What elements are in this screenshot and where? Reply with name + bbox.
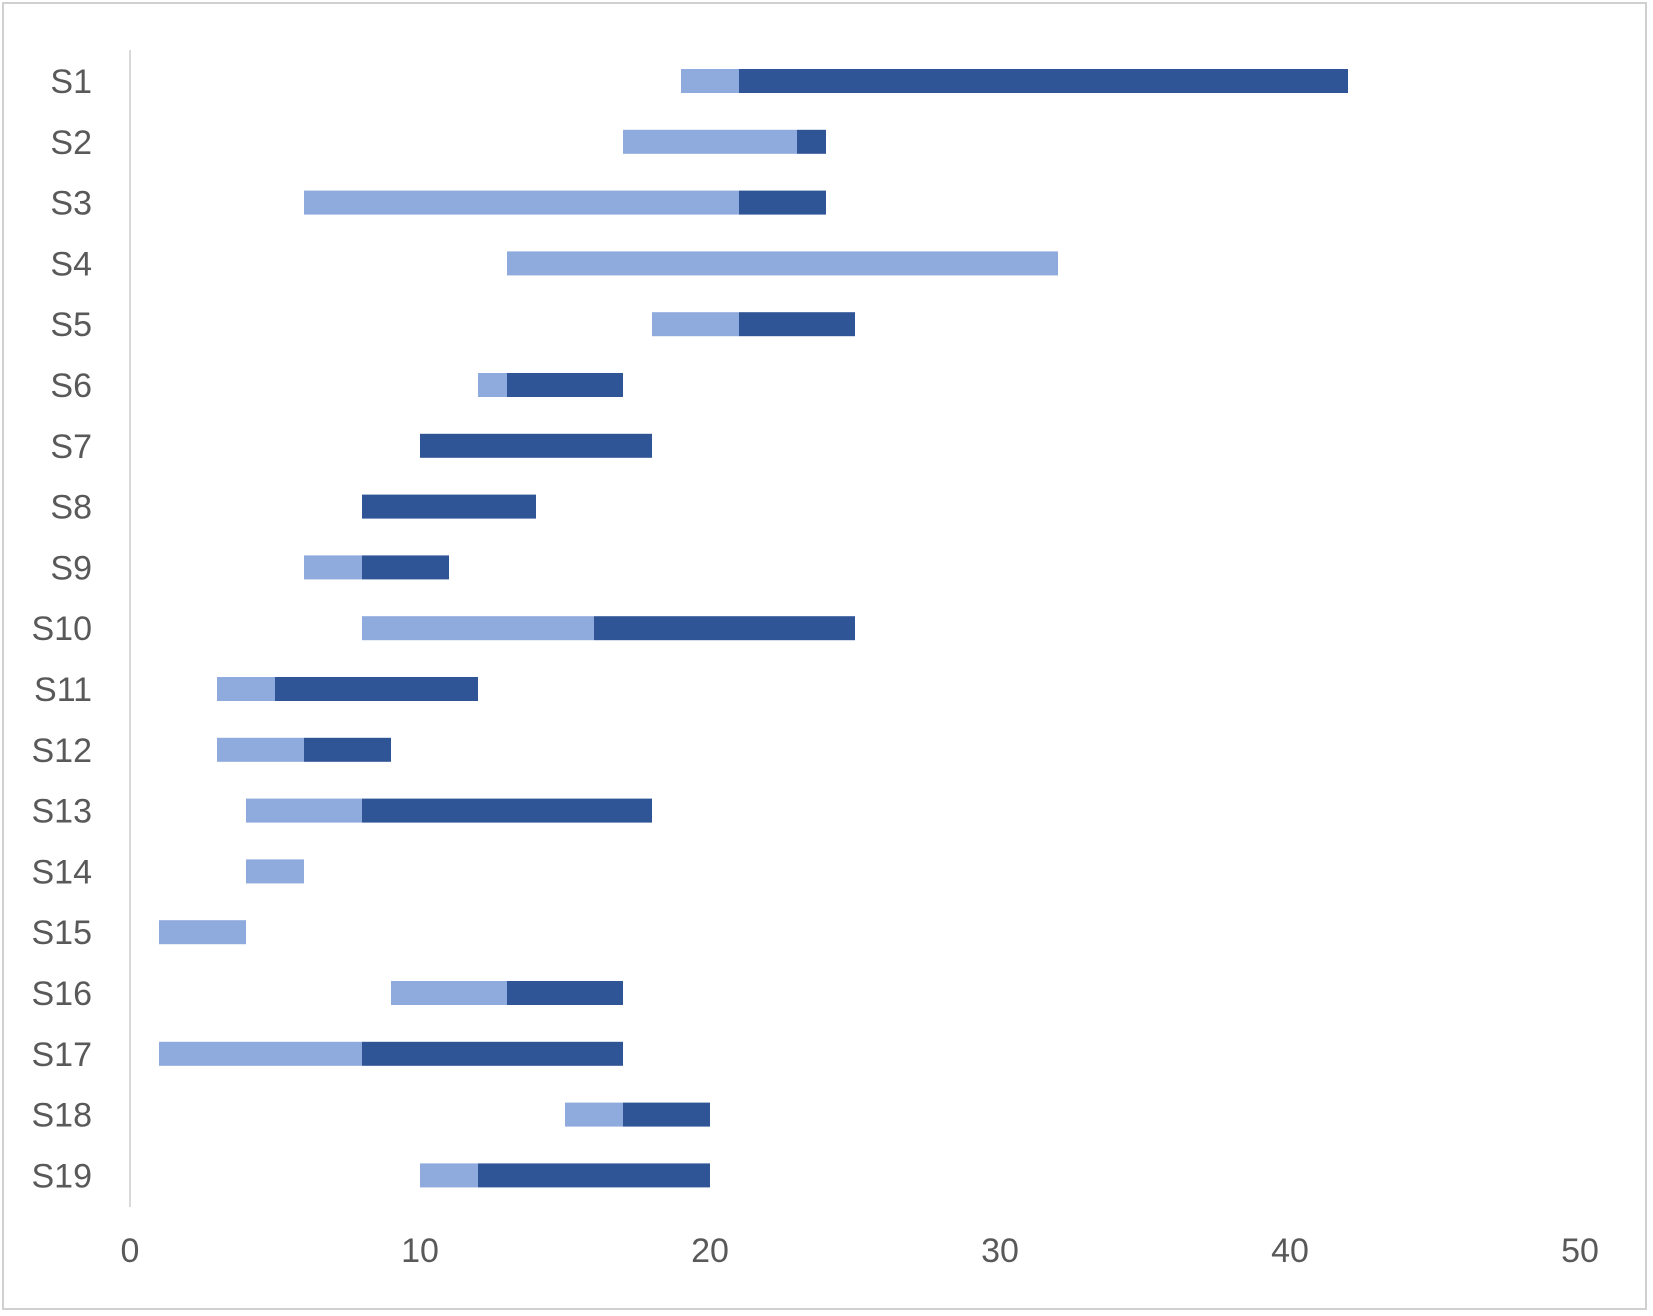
category-label-s12: S12 [32,732,93,770]
bar-s17-series-1 [159,1041,362,1066]
category-label-s19: S19 [32,1157,93,1195]
bars-group [159,69,1348,1188]
category-label-s7: S7 [50,428,92,466]
bar-s2-series-2 [797,129,826,154]
bar-s9-series-2 [362,555,449,580]
bar-s3-series-2 [739,190,826,215]
category-label-s8: S8 [50,489,92,527]
bar-s10-series-1 [362,616,594,641]
bar-s5-series-1 [652,312,739,337]
category-label-s17: S17 [32,1036,93,1074]
category-label-s6: S6 [50,367,92,405]
bar-s3-series-1 [304,190,739,215]
bar-s2-series-1 [623,129,797,154]
category-label-s9: S9 [50,549,92,587]
category-label-s3: S3 [50,185,92,223]
bar-s16-series-1 [391,981,507,1005]
x-tick-label-0: 0 [121,1232,140,1270]
bar-s5-series-2 [739,312,855,337]
bar-s8-series-2 [362,494,536,519]
x-tick-label-30: 30 [981,1232,1019,1270]
bar-s13-series-1 [246,798,362,823]
bar-s19-series-2 [478,1163,710,1188]
bar-s12-series-2 [304,737,391,762]
bar-s6-series-1 [478,373,507,397]
bar-s1-series-2 [739,69,1348,93]
bar-s7-series-2 [420,433,652,458]
bar-s10-series-2 [594,616,855,641]
bar-s16-series-2 [507,981,623,1005]
x-tick-label-10: 10 [401,1232,439,1270]
category-labels: S1 S2 S3 S4 S5 S6 S7 S8 S9 S10 S11 S12 S13 S14 S15 S16 S… [32,63,93,1195]
bar-s19-series-1 [420,1163,478,1188]
bar-s6-series-2 [507,373,623,397]
bar-s4-series-1 [507,251,1058,276]
category-label-s1: S1 [50,63,92,101]
bar-s15-series-1 [159,920,246,945]
x-tick-label-20: 20 [691,1232,729,1270]
category-label-s13: S13 [32,793,93,831]
category-label-s14: S14 [32,853,93,891]
x-tick-label-50: 50 [1561,1232,1599,1270]
category-label-s16: S16 [32,975,93,1013]
bar-s18-series-2 [623,1102,710,1127]
bar-s9-series-1 [304,555,362,580]
bar-s11-series-2 [275,677,478,701]
bar-s18-series-1 [565,1102,623,1127]
category-label-s4: S4 [50,245,92,283]
category-label-s10: S10 [32,610,93,648]
bar-s11-series-1 [217,677,275,701]
category-label-s15: S15 [32,914,93,952]
bar-s14-series-1 [246,859,304,884]
x-tick-label-40: 40 [1271,1232,1309,1270]
category-label-s5: S5 [50,306,92,344]
category-label-s18: S18 [32,1097,93,1135]
bar-s12-series-1 [217,737,304,762]
x-tick-labels: 0 10 20 30 40 50 [121,1232,1599,1270]
bar-s1-series-1 [681,69,739,93]
bar-s13-series-2 [362,798,652,823]
category-label-s2: S2 [50,124,92,162]
category-label-s11: S11 [34,671,92,709]
bar-s17-series-2 [362,1041,623,1066]
